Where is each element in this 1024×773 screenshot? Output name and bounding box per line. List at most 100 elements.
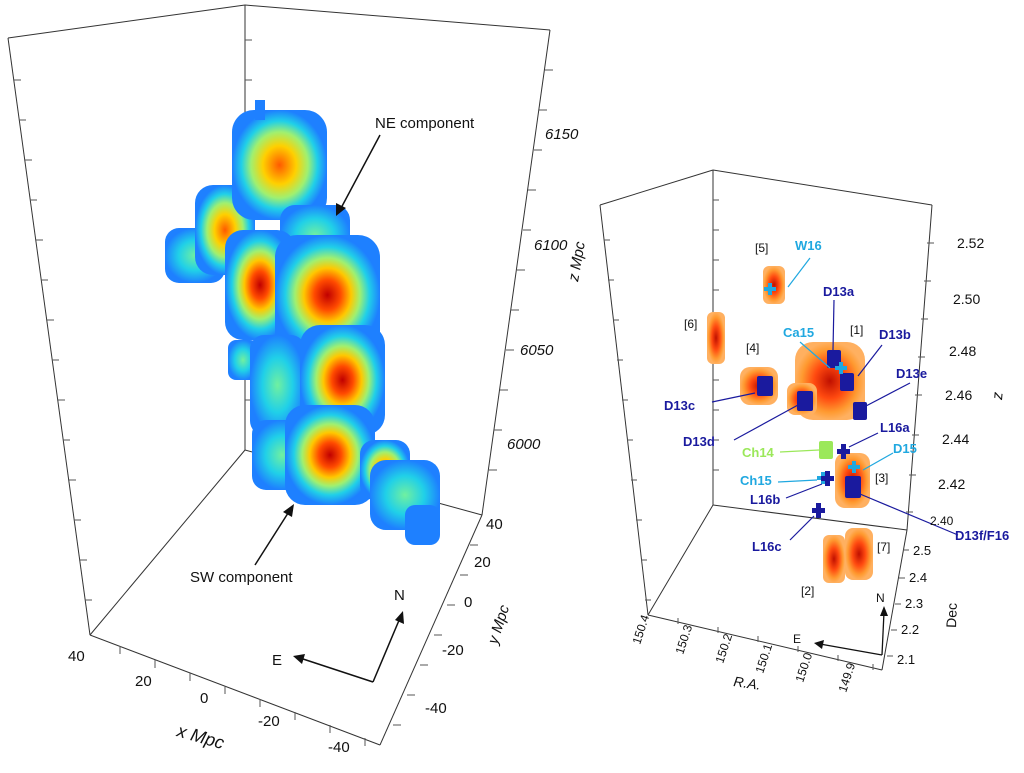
z-tick-label: 2.48 [949, 343, 976, 359]
right-compass: N E [793, 591, 888, 656]
right-wall-ticks [604, 199, 934, 670]
right-z-axis: 2.52 2.50 2.48 2.46 2.44 2.42 2.40 z [930, 235, 1007, 528]
right-dec-axis: 2.5 2.4 2.3 2.2 2.1 Dec [897, 543, 960, 667]
sw-arrow [254, 509, 291, 566]
z-tick-label: 2.46 [945, 387, 972, 403]
compass-east-label: E [793, 632, 801, 646]
right-box-edge [647, 614, 883, 671]
ne-arrow [339, 134, 381, 211]
z-tick-label: 2.42 [938, 476, 965, 492]
ne-arrow-head [336, 203, 346, 216]
group-6-blob [707, 312, 725, 364]
label-ch15: Ch15 [740, 473, 772, 488]
ra-tick-label: 149.9 [836, 661, 859, 694]
compass-east-head [293, 654, 305, 664]
dec-axis-label: Dec [943, 603, 960, 628]
right-box-edge [906, 204, 933, 531]
compass-north-arrow [372, 617, 401, 683]
compass-north-head [395, 611, 404, 624]
z-tick-label: 6100 [534, 237, 568, 254]
group-label: [6] [684, 317, 697, 331]
label-d13d: D13d [683, 434, 715, 449]
group-label: [4] [746, 341, 759, 355]
left-box-edge [7, 4, 246, 39]
left-x-axis: 40 20 0 -20 -40 x Mpc [68, 648, 350, 756]
z-tick-label: 2.44 [942, 431, 969, 447]
w16-cross [764, 283, 776, 295]
d13e-square [853, 402, 867, 420]
z-axis-label: z [989, 391, 1007, 401]
l16c-cross [812, 503, 825, 518]
compass-east-arrow [819, 643, 883, 656]
d15-cross [848, 461, 860, 473]
dec-tick-label: 2.5 [913, 543, 931, 558]
density-blob [232, 110, 327, 220]
ra-tick-label: 150.0 [793, 651, 816, 684]
group-5-blob [763, 266, 785, 304]
z-tick-label: 2.50 [953, 291, 980, 307]
right-box-edge [881, 529, 908, 671]
group-label: [1] [850, 323, 863, 337]
x-axis-label: x Mpc [174, 720, 227, 753]
right-leaders [711, 257, 959, 541]
ne-component-label: NE component [375, 115, 475, 132]
right-box-edge [712, 504, 908, 531]
density-blob [255, 100, 265, 120]
right-labels: W16 D13a Ca15 D13b D13e D13c L16a D13d C… [664, 238, 1009, 554]
left-y-axis: 40 20 0 -20 -40 y Mpc [425, 516, 513, 717]
ra-tick-label: 150.2 [713, 632, 736, 665]
z-axis-label: z Mpc [565, 240, 589, 284]
label-d13b: D13b [879, 327, 911, 342]
left-box-edge [89, 634, 381, 746]
right-box-edge [599, 169, 714, 206]
z-tick-label: 6000 [507, 436, 541, 453]
compass-north-label: N [876, 591, 885, 605]
left-box-edge [379, 514, 483, 746]
right-ra-axis: 150.4 150.3 150.2 150.1 150.0 149.9 R.A. [630, 613, 859, 694]
group-label: [3] [875, 471, 888, 485]
ra-axis-label: R.A. [733, 673, 762, 693]
group-label: [2] [801, 584, 814, 598]
x-tick-label: 0 [200, 690, 208, 707]
ch14-square [819, 441, 833, 459]
x-tick-label: -40 [328, 739, 350, 756]
label-d15: D15 [893, 441, 917, 456]
y-tick-label: -20 [442, 642, 464, 659]
label-l16b: L16b [750, 492, 780, 507]
z-tick-label: 6050 [520, 342, 554, 359]
left-box-edge [481, 29, 551, 516]
right-box-edge [599, 204, 649, 616]
label-d13f: D13f/F16 [955, 528, 1009, 543]
left-z-axis: 6150 6100 6050 6000 z Mpc [507, 126, 589, 453]
compass-north-arrow [881, 611, 885, 656]
label-d13a: D13a [823, 284, 855, 299]
right-box-edge [712, 169, 933, 206]
left-compass: N E [272, 587, 405, 683]
y-axis-label: y Mpc [484, 602, 513, 647]
d13b-square [840, 373, 854, 391]
l16a-cross [837, 444, 850, 459]
dec-tick-label: 2.4 [909, 570, 927, 585]
ca15-cross [835, 362, 847, 374]
left-annotations: NE component SW component [190, 115, 475, 586]
x-tick-label: -20 [258, 713, 280, 730]
group-2-blob [845, 528, 873, 580]
density-blob [285, 405, 375, 505]
density-blob [405, 505, 440, 545]
group-label: [5] [755, 241, 768, 255]
d13c-square [757, 376, 773, 396]
label-l16a: L16a [880, 420, 910, 435]
l16b-cross [821, 471, 834, 486]
ra-tick-label: 150.3 [673, 623, 696, 656]
compass-east-label: E [272, 652, 282, 669]
x-tick-label: 40 [68, 648, 85, 665]
d13d-square [797, 391, 813, 411]
y-tick-label: 20 [474, 554, 491, 571]
z-tick-label: 2.52 [957, 235, 984, 251]
compass-north-head [880, 606, 888, 616]
label-d13e: D13e [896, 366, 927, 381]
group-label: [7] [877, 540, 890, 554]
z-tick-label: 2.40 [930, 514, 954, 528]
right-group-labels: [1] [2] [3] [4] [5] [6] [7] [684, 241, 890, 598]
